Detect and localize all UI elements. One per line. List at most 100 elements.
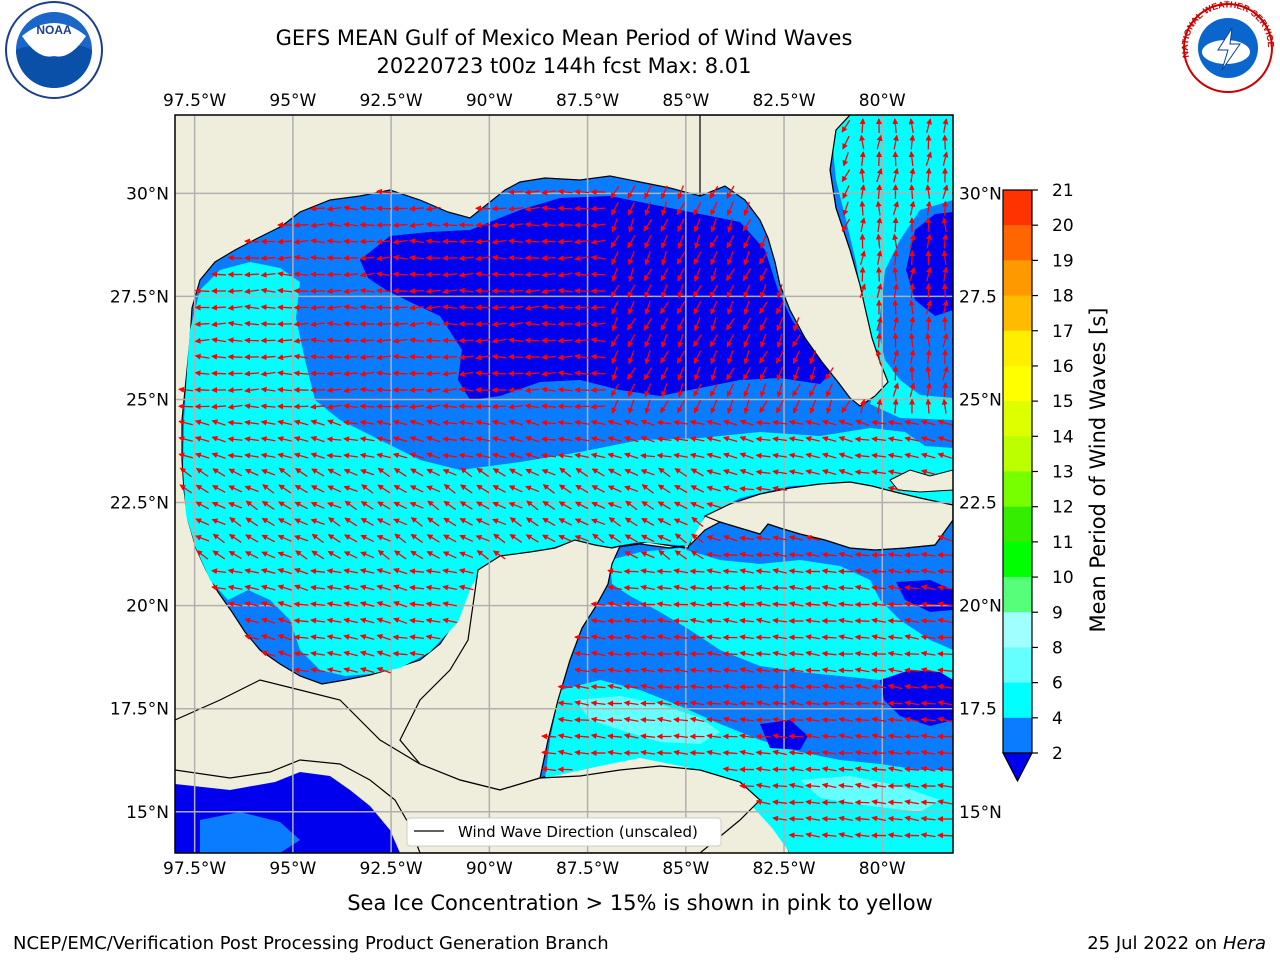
wind-wave-arrow — [277, 534, 292, 542]
wind-wave-arrow — [673, 436, 689, 443]
lon-tick-label-top: 92.5°W — [360, 91, 423, 111]
wind-wave-arrow — [690, 485, 705, 493]
wind-wave-arrow — [524, 370, 540, 377]
wind-wave-arrow — [674, 550, 688, 560]
wind-wave-arrow — [277, 238, 293, 245]
wind-wave-arrow — [772, 568, 787, 574]
wind-wave-arrow — [743, 367, 751, 381]
wind-wave-arrow — [278, 484, 292, 494]
wind-wave-arrow — [793, 317, 800, 332]
wind-wave-arrow — [392, 436, 408, 442]
wind-wave-arrow — [640, 452, 656, 459]
wind-wave-arrow — [892, 250, 899, 266]
wind-wave-arrow — [788, 584, 804, 591]
wind-wave-arrow — [722, 551, 738, 558]
wind-wave-arrow — [260, 436, 276, 443]
wind-wave-arrow — [359, 304, 375, 311]
wind-wave-arrow — [625, 500, 638, 511]
wind-wave-arrow — [661, 383, 668, 398]
wind-wave-arrow — [525, 485, 540, 493]
wind-wave-arrow — [508, 419, 523, 426]
wind-wave-arrow — [739, 468, 754, 476]
wind-wave-arrow — [689, 584, 705, 591]
lat-tick-label-right: 15°N — [959, 803, 1002, 823]
wind-wave-arrow — [854, 568, 870, 575]
lat-tick-label-left: 25°N — [126, 390, 169, 410]
wind-wave-arrow — [360, 501, 374, 510]
wind-wave-arrow — [643, 367, 653, 381]
wind-wave-arrow — [825, 383, 833, 398]
wind-wave-arrow — [376, 271, 392, 278]
wind-wave-arrow — [640, 435, 655, 443]
wind-wave-arrow — [574, 436, 590, 443]
wind-wave-arrow — [626, 317, 637, 331]
wind-wave-arrow — [343, 320, 359, 327]
wind-wave-arrow — [278, 467, 291, 478]
wind-wave-arrow — [722, 419, 738, 426]
wind-wave-arrow — [476, 550, 489, 560]
wind-wave-arrow — [575, 467, 589, 478]
wind-wave-arrow — [409, 337, 425, 344]
wind-wave-arrow — [644, 333, 652, 348]
wind-wave-arrow — [755, 584, 771, 591]
wind-wave-arrow — [640, 617, 656, 624]
wind-wave-arrow — [244, 304, 260, 311]
wind-wave-arrow — [689, 419, 705, 426]
wind-wave-arrow — [726, 185, 735, 199]
wind-wave-arrow — [674, 533, 687, 544]
wind-wave-arrow — [644, 201, 652, 217]
wind-wave-arrow — [909, 167, 916, 183]
wind-wave-arrow — [623, 601, 639, 608]
wind-wave-arrow — [195, 501, 209, 510]
wind-wave-arrow — [920, 551, 936, 558]
wind-wave-arrow — [491, 337, 507, 344]
wind-wave-arrow — [475, 419, 490, 426]
wind-wave-arrow — [775, 301, 785, 315]
wind-wave-arrow — [908, 118, 915, 134]
wind-wave-arrow — [262, 484, 275, 494]
wind-wave-arrow — [887, 799, 903, 806]
colorbar-tick-label: 15 — [1052, 392, 1074, 412]
wind-wave-arrow — [409, 254, 425, 261]
wind-wave-arrow — [926, 266, 932, 282]
wind-wave-arrow — [909, 200, 916, 216]
wind-wave-arrow — [892, 299, 899, 315]
wind-wave-arrow — [677, 400, 685, 414]
wind-wave-arrow — [676, 251, 686, 265]
wind-wave-arrow — [660, 284, 668, 299]
wind-wave-arrow — [392, 370, 408, 377]
wind-wave-arrow — [659, 301, 670, 315]
wind-wave-arrow — [574, 518, 589, 526]
wind-wave-arrow — [211, 436, 226, 443]
wind-wave-arrow — [739, 601, 755, 608]
wind-wave-arrow — [660, 234, 668, 249]
wind-wave-arrow — [739, 568, 754, 574]
wind-wave-arrow — [893, 316, 899, 331]
wind-wave-arrow — [887, 617, 903, 624]
wind-wave-arrow — [376, 518, 391, 526]
wind-wave-arrow — [524, 436, 540, 443]
wind-wave-arrow — [508, 288, 524, 295]
wind-wave-arrow — [937, 534, 952, 542]
colorbar-segment — [1003, 682, 1032, 719]
wind-wave-arrow — [458, 337, 474, 344]
wind-wave-arrow — [739, 782, 755, 789]
wind-wave-arrow — [590, 403, 606, 410]
map-area — [175, 115, 953, 853]
wind-wave-arrow — [854, 436, 870, 443]
wind-wave-arrow — [674, 484, 688, 494]
wind-wave-arrow — [277, 419, 292, 426]
wind-wave-arrow — [493, 533, 506, 544]
wind-wave-arrow — [294, 484, 308, 494]
nws-logo: NATIONAL WEATHER SERVICE — [1180, 0, 1276, 93]
wind-wave-arrow — [776, 317, 784, 332]
wind-wave-arrow — [260, 568, 276, 574]
wind-wave-arrow — [739, 452, 754, 460]
wind-wave-arrow — [211, 568, 227, 575]
wind-wave-arrow — [524, 337, 540, 344]
wind-wave-arrow — [656, 436, 672, 443]
wind-wave-arrow — [677, 218, 685, 233]
wind-wave-arrow — [526, 500, 539, 511]
wind-wave-arrow — [755, 551, 771, 558]
wind-wave-arrow — [677, 267, 685, 282]
